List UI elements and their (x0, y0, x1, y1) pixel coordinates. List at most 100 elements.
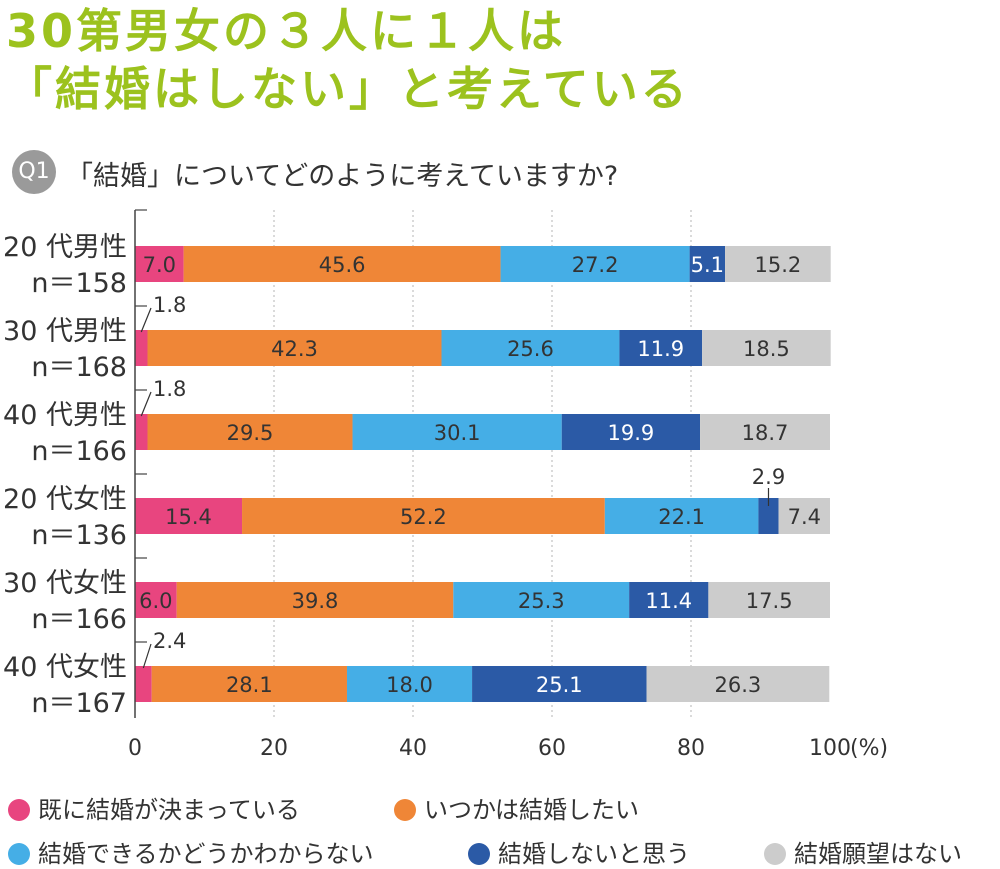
x-tick-label: 60 (538, 736, 566, 761)
legend-swatch-orange (394, 799, 416, 821)
data-label: 29.5 (227, 421, 274, 445)
data-label: 26.3 (715, 673, 762, 697)
legend-item-no-desire: 結婚願望はない (764, 834, 962, 869)
data-label: 7.0 (143, 253, 176, 277)
legend-item-wont-marry: 結婚しないと思う (468, 834, 690, 869)
bar-segment (689, 246, 726, 282)
legend-swatch-dark-blue (468, 843, 490, 865)
bar-segment (135, 582, 177, 618)
legend-item-decided: 既に結婚が決まっている (8, 790, 300, 825)
sample-size-label: n＝167 (31, 688, 127, 719)
data-label: 18.0 (386, 673, 433, 697)
leader-line (142, 643, 152, 669)
data-label: 2.4 (153, 629, 186, 653)
bar-segment (147, 330, 442, 366)
data-label: 28.1 (226, 673, 273, 697)
x-unit-label: (%) (850, 736, 888, 761)
headline-line-1: 30第男女の３人に１人は (6, 4, 567, 58)
headline-line-2: 「結婚はしない」と考えている (6, 62, 690, 116)
data-label: 11.9 (637, 337, 684, 361)
bar-segment (500, 246, 690, 282)
data-label: 7.4 (788, 505, 821, 529)
data-label: 25.1 (536, 673, 583, 697)
stacked-bar-chart: 7.0 45.6 27.2 5.1 15.2 1.8 42.3 25.6 11.9 18.5 1.8… (3, 209, 888, 761)
bar-segment (778, 498, 830, 534)
data-label: 39.8 (292, 589, 339, 613)
bar-segment (629, 582, 709, 618)
bar-segment (619, 330, 703, 366)
data-label: 22.1 (658, 505, 705, 529)
data-label: 25.6 (507, 337, 554, 361)
bar-segment (758, 498, 779, 534)
category-label: 40 代女性 (3, 652, 127, 683)
bar-segment (561, 414, 701, 450)
bar-segment (352, 414, 562, 450)
x-tick-label: 80 (677, 736, 705, 761)
chart-value-labels: 7.0 45.6 27.2 5.1 15.2 1.8 42.3 25.6 11.9 18.5 1.8… (139, 253, 821, 697)
legend-item-someday: いつかは結婚したい (394, 790, 639, 825)
bar-segment (183, 246, 501, 282)
x-tick-label: 40 (399, 736, 427, 761)
legend-label: いつかは結婚したい (424, 796, 640, 824)
chart-category-labels: 20 代男性 n＝158 30 代男性 n＝168 40 代男性 n＝166 20 代女性 n… (3, 232, 127, 719)
legend-item-unsure: 結婚できるかどうかわからない (8, 834, 374, 869)
question-badge: Q1 (12, 150, 56, 194)
bar-segment (700, 414, 830, 450)
leader-line (140, 307, 152, 333)
chart-bars (135, 246, 831, 702)
bar-segment (708, 582, 830, 618)
category-label: 20 代女性 (3, 484, 127, 515)
bar-segment (725, 246, 831, 282)
bar-segment (242, 498, 605, 534)
data-label: 52.2 (400, 505, 447, 529)
chart-grid (273, 210, 692, 718)
data-label: 1.8 (153, 377, 186, 401)
data-label: 18.7 (742, 421, 789, 445)
bar-segment (472, 666, 647, 702)
data-label: 5.1 (691, 253, 724, 277)
x-tick-label: 20 (260, 736, 288, 761)
data-label: 18.5 (743, 337, 790, 361)
bar-segment (135, 246, 184, 282)
bar-segment (147, 414, 353, 450)
leader-line (140, 391, 152, 417)
legend-label: 結婚しないと思う (498, 840, 690, 868)
bar-segment (453, 582, 630, 618)
bar-segment (135, 414, 148, 450)
chart-x-axis: 0 20 40 60 80 100 (%) (128, 209, 888, 761)
sample-size-label: n＝166 (31, 436, 127, 467)
bar-segment (176, 582, 454, 618)
x-tick-label: 0 (128, 736, 142, 761)
data-label: 2.9 (752, 465, 785, 489)
bar-segment (346, 666, 473, 702)
bar-segment (135, 330, 148, 366)
data-label: 11.4 (645, 589, 692, 613)
legend-label: 結婚願望はない (794, 840, 962, 868)
category-label: 40 代男性 (3, 400, 127, 431)
bar-segment (135, 498, 243, 534)
legend-label: 既に結婚が決まっている (38, 796, 300, 824)
bar-segment (441, 330, 620, 366)
x-tick-label: 100 (809, 736, 851, 761)
data-label: 15.4 (165, 505, 212, 529)
legend-swatch-light-blue (8, 843, 30, 865)
sample-size-label: n＝168 (31, 352, 127, 383)
category-label: 30 代男性 (3, 316, 127, 347)
sample-size-label: n＝136 (31, 520, 127, 551)
data-label: 17.5 (746, 589, 793, 613)
bar-segment (135, 666, 152, 702)
data-label: 30.1 (434, 421, 481, 445)
data-label: 1.8 (153, 293, 186, 317)
bar-segment (151, 666, 347, 702)
legend-swatch-gray (764, 843, 786, 865)
bar-segment (646, 666, 830, 702)
question-text: 「結婚」についてどのように考えていますか? (66, 161, 619, 192)
data-label: 19.9 (607, 421, 654, 445)
data-label: 27.2 (572, 253, 619, 277)
data-label: 15.2 (754, 253, 801, 277)
legend-swatch-pink (8, 799, 30, 821)
data-label: 6.0 (139, 589, 172, 613)
category-label: 20 代男性 (3, 232, 127, 263)
data-label: 45.6 (319, 253, 366, 277)
bar-segment (604, 498, 759, 534)
